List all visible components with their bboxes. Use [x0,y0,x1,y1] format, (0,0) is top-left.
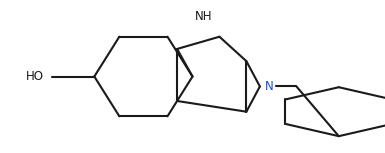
Text: NH: NH [195,10,213,23]
Text: HO: HO [26,70,44,83]
Text: N: N [265,80,274,93]
